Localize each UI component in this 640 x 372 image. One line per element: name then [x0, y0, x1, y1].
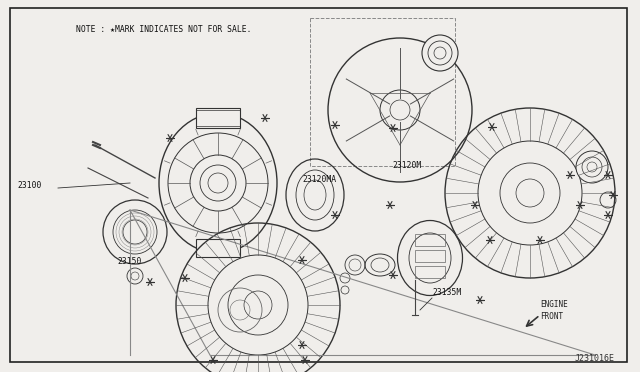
Circle shape	[422, 35, 458, 71]
Bar	[310, 18, 455, 166]
Text: 23120M: 23120M	[392, 161, 421, 170]
Text: FRONT: FRONT	[540, 312, 563, 321]
Bar	[196, 239, 240, 257]
Bar	[415, 250, 445, 262]
Circle shape	[576, 151, 608, 183]
Text: 23120MA: 23120MA	[302, 175, 336, 184]
Bar	[415, 266, 445, 278]
Bar	[196, 108, 240, 128]
Bar	[415, 234, 445, 246]
Text: 23135M: 23135M	[432, 288, 461, 297]
Bar	[196, 110, 240, 126]
Text: ENGINE: ENGINE	[540, 300, 568, 309]
Text: 23150: 23150	[117, 257, 141, 266]
Text: 23100: 23100	[17, 181, 42, 190]
Text: NOTE : ★MARK INDICATES NOT FOR SALE.: NOTE : ★MARK INDICATES NOT FOR SALE.	[76, 25, 252, 34]
Text: J231016E: J231016E	[575, 354, 615, 363]
